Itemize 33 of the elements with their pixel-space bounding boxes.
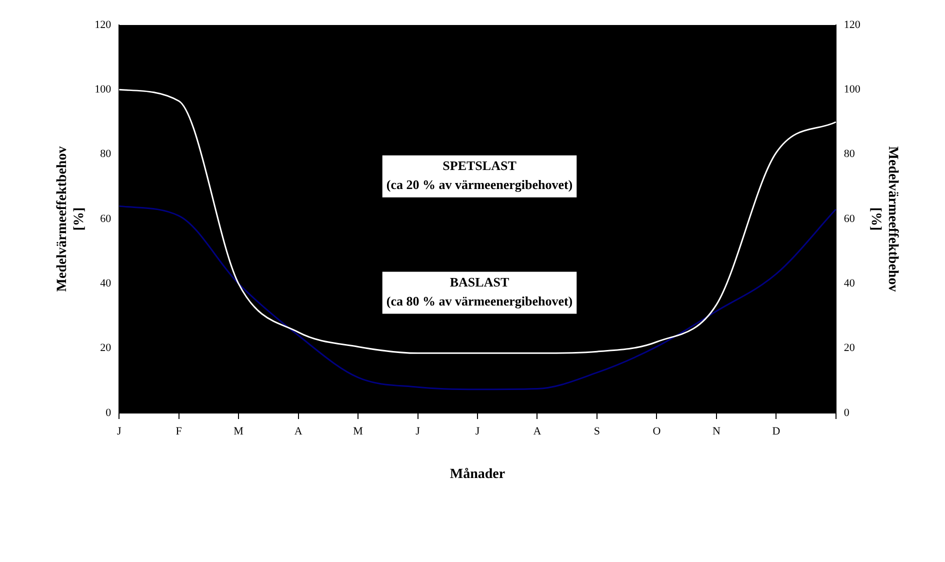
y-tick-label: 20	[100, 342, 112, 354]
y-tick-label: 0	[106, 406, 112, 419]
x-tick-label: A	[533, 425, 542, 438]
y-tick-label: 80	[100, 148, 112, 160]
x-tick-label: O	[652, 425, 661, 438]
y2-tick-label: 40	[844, 278, 856, 290]
y2-tick-label: 60	[844, 212, 856, 225]
y-tick-label: 100	[94, 84, 112, 96]
x-tick-label: J	[116, 425, 122, 438]
y-tick-label: 40	[100, 278, 112, 290]
annotation: BASLAST (ca 80 % av värmeenergibehovet)	[386, 274, 573, 309]
y-axis-title: Medelvärmeeffektbehov [%]	[55, 146, 87, 292]
x-tick-label: F	[176, 425, 182, 438]
x-tick-label: J	[416, 425, 421, 438]
x-axis-title: Månader	[450, 467, 506, 482]
annotation: SPETSLAST (ca 20 % av värmeenergibehovet)	[386, 158, 573, 192]
x-tick-label: D	[772, 425, 780, 438]
y2-tick-label: 20	[844, 342, 856, 354]
y-tick-label: 120	[94, 18, 112, 31]
x-tick-label: J	[475, 425, 480, 438]
x-tick-label: M	[234, 425, 244, 438]
x-tick-label: A	[294, 425, 302, 438]
x-tick-label: N	[712, 425, 720, 438]
y2-tick-label: 0	[844, 406, 850, 419]
y-tick-label: 60	[100, 212, 112, 225]
y2-tick-label: 100	[844, 84, 861, 96]
x-tick-label: M	[353, 425, 364, 438]
y2-tick-label: 80	[844, 148, 856, 160]
line-series	[118, 205, 837, 390]
x-tick-label: S	[594, 425, 600, 438]
y2-axis-title: Medelvärmeeffektbehov [%]	[868, 146, 900, 292]
line-series	[118, 88, 837, 354]
y2-tick-label: 120	[844, 18, 861, 31]
